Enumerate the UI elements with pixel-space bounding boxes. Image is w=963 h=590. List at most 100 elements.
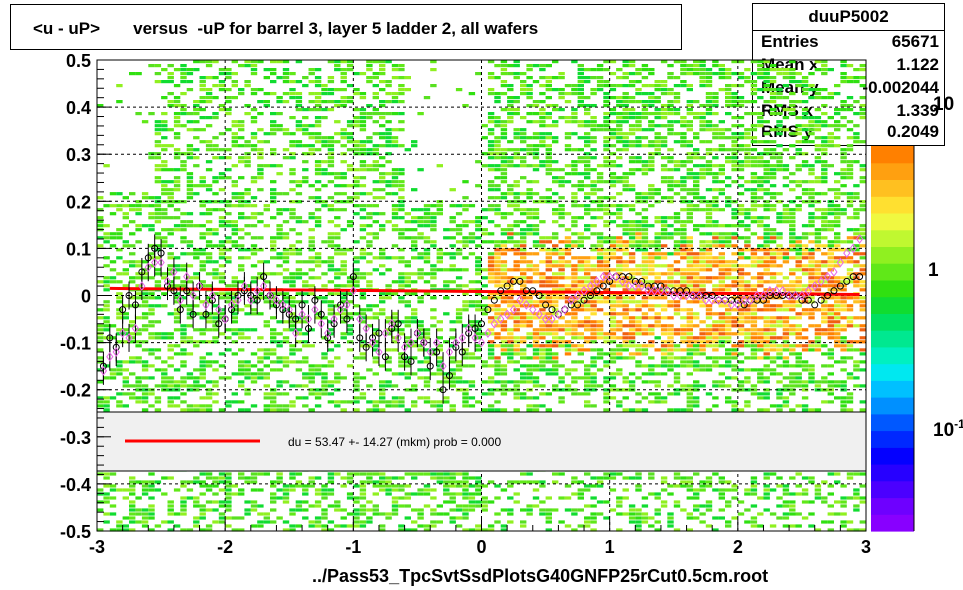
heatmap-cell [834, 128, 841, 132]
heatmap-cell [526, 192, 533, 196]
heatmap-cell [500, 132, 508, 136]
heatmap-cell [757, 224, 764, 228]
heatmap-cell [199, 360, 206, 364]
heatmap-cell [552, 124, 559, 128]
heatmap-cell [532, 272, 540, 276]
heatmap-cell [609, 376, 617, 380]
heatmap-cell [821, 260, 828, 264]
heatmap-cell [558, 376, 565, 380]
heatmap-cell [167, 252, 174, 256]
heatmap-cell [161, 228, 168, 232]
heatmap-cell [404, 316, 411, 320]
heatmap-cell [295, 340, 303, 344]
heatmap-cell [487, 304, 495, 308]
heatmap-cell [616, 124, 623, 128]
heatmap-cell [628, 300, 636, 304]
heatmap-cell [750, 304, 758, 308]
heatmap-cell [500, 196, 508, 200]
heatmap-cell [321, 272, 328, 276]
heatmap-cell [808, 364, 815, 368]
heatmap-cell [564, 324, 572, 328]
heatmap-cell [660, 176, 668, 180]
heatmap-cell [526, 268, 533, 272]
heatmap-cell [584, 184, 591, 188]
heatmap-cell [340, 336, 347, 340]
heatmap-cell [686, 344, 693, 348]
heatmap-cell [391, 184, 399, 188]
heatmap-cell [436, 356, 443, 360]
heatmap-cell [359, 144, 367, 148]
heatmap-cell [116, 392, 123, 396]
heatmap-cell [757, 164, 764, 168]
heatmap-cell [385, 268, 392, 272]
heatmap-cell [680, 308, 687, 312]
heatmap-cell [398, 364, 405, 368]
heatmap-cell [404, 260, 411, 264]
heatmap-cell [609, 172, 617, 176]
heatmap-cell [436, 348, 443, 352]
heatmap-cell [757, 96, 764, 100]
heatmap-cell [776, 132, 783, 136]
heatmap-cell [500, 232, 508, 236]
heatmap-cell [218, 376, 226, 380]
heatmap-cell [212, 136, 219, 140]
heatmap-cell [532, 192, 540, 196]
heatmap-cell [507, 96, 514, 100]
heatmap-cell [404, 304, 411, 308]
heatmap-cell [705, 368, 713, 372]
heatmap-cell [295, 128, 303, 132]
heatmap-cell [173, 276, 181, 280]
heatmap-cell [737, 184, 745, 188]
heatmap-cell [289, 324, 296, 328]
heatmap-cell [148, 364, 155, 368]
heatmap-cell [622, 336, 629, 340]
heatmap-cell [686, 104, 693, 108]
heatmap-cell [513, 248, 520, 252]
heatmap-cell [590, 68, 597, 72]
heatmap-cell [321, 172, 328, 176]
heatmap-cell [686, 100, 693, 104]
heatmap-cell [487, 256, 495, 260]
heatmap-cell [270, 92, 277, 96]
heatmap-cell [449, 360, 456, 364]
heatmap-cell [481, 276, 488, 280]
heatmap-cell [250, 308, 258, 312]
heatmap-cell [244, 204, 251, 208]
heatmap-cell [808, 256, 815, 260]
heatmap-cell [667, 148, 674, 152]
heatmap-cell [853, 80, 860, 84]
heatmap-cell [616, 120, 623, 124]
heatmap-cell [148, 228, 155, 232]
heatmap-cell [462, 380, 469, 384]
heatmap-cell [769, 140, 777, 144]
heatmap-cell [154, 236, 162, 240]
heatmap-cell [167, 268, 174, 272]
heatmap-cell [750, 352, 758, 356]
heatmap-cell [737, 164, 745, 168]
heatmap-cell [725, 92, 732, 96]
heatmap-cell [853, 324, 860, 328]
heatmap-cell [827, 372, 834, 376]
heatmap-cell [577, 244, 584, 248]
heatmap-cell [430, 224, 437, 228]
heatmap-cell [558, 336, 565, 340]
heatmap-cell [97, 332, 104, 336]
heatmap-cell [212, 112, 219, 116]
heatmap-cell [577, 320, 584, 324]
heatmap-cell [193, 104, 200, 108]
heatmap-cell [680, 220, 687, 224]
heatmap-cell [782, 148, 790, 152]
heatmap-cell [609, 268, 617, 272]
heatmap-cell [596, 236, 604, 240]
heatmap-cell [744, 380, 751, 384]
heatmap-cell [737, 312, 745, 316]
heatmap-cell [263, 272, 270, 276]
heatmap-cell [346, 96, 354, 100]
heatmap-cell [180, 68, 187, 72]
heatmap-cell [840, 80, 847, 84]
heatmap-cell [353, 380, 360, 384]
heatmap-cell [109, 324, 117, 328]
heatmap-cell [385, 112, 392, 116]
heatmap-cell [776, 200, 783, 204]
heatmap-cell [699, 120, 706, 124]
